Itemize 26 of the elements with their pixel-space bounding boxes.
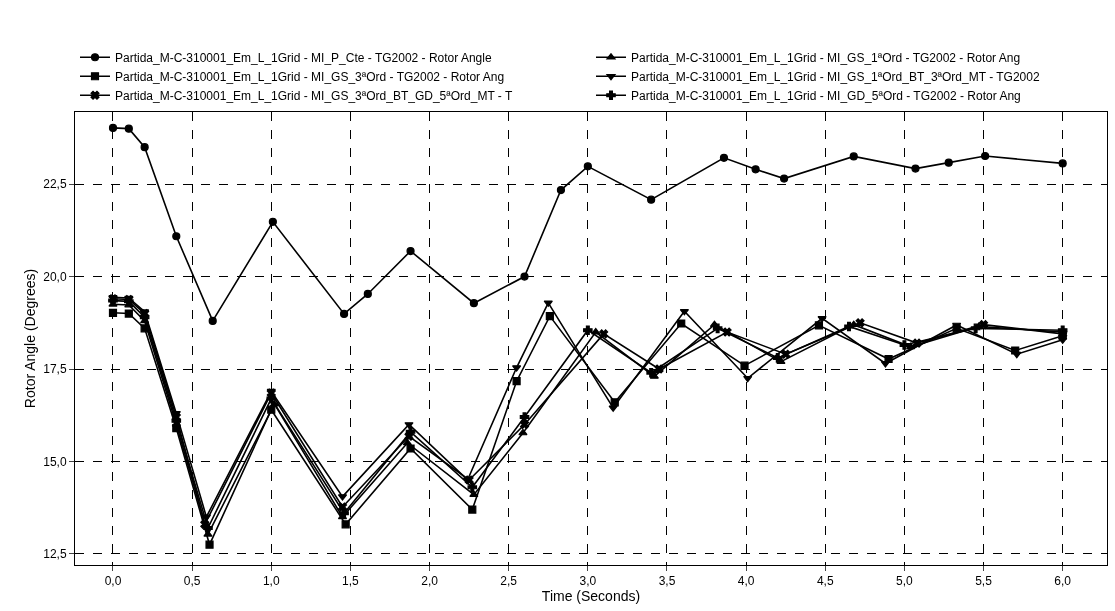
x-tick-label: 3,5 [658,574,676,589]
y-tick-label: 20,0 [43,269,67,284]
x-tick-label: 1,0 [262,574,280,589]
x-tick-label: 2,0 [421,574,439,589]
x-tick-label: 5,0 [896,574,914,589]
legend-label: Partida_M-C-310001_Em_L_1Grid - MI_GS_3ªOrd - TG2002 - Rotor Ang [115,69,505,84]
x-tick-label: 5,5 [975,574,993,589]
x-tick-label: 0,0 [104,574,122,589]
y-tick-label: 12,5 [43,547,67,562]
legend-label: Partida_M-C-310001_Em_L_1Grid - MI_GD_5ªOrd - TG2002 - Rotor Ang [631,88,1021,103]
legend-label: Partida_M-C-310001_Em_L_1Grid - MI_P_Cte - TG2002 - Rotor Angle [115,50,492,65]
legend-label: Partida_M-C-310001_Em_L_1Grid - MI_GS_3ªOrd_BT_GD_5ªOrd_MT - T [115,88,513,103]
x-tick-label: 3,0 [579,574,597,589]
x-tick-label: 1,5 [342,574,360,589]
x-tick-label: 0,5 [183,574,201,589]
x-tick-label: 4,5 [816,574,834,589]
legend-label: Partida_M-C-310001_Em_L_1Grid - MI_GS_1ªOrd_BT_3ªOrd_MT - TG2002 [631,69,1040,84]
y-tick-label: 15,0 [43,454,67,469]
y-tick-label: 17,5 [43,362,67,377]
x-tick-label: 4,0 [737,574,755,589]
legend-label: Partida_M-C-310001_Em_L_1Grid - MI_GS_1ªOrd - TG2002 - Rotor Ang [631,50,1021,65]
y-tick-label: 22,5 [43,177,67,192]
x-tick-label: 2,5 [500,574,518,589]
x-axis-title: Time (Seconds) [541,588,641,605]
x-tick-label: 6,0 [1054,574,1072,589]
y-axis-title: Rotor Angle (Degrees) [21,268,38,409]
